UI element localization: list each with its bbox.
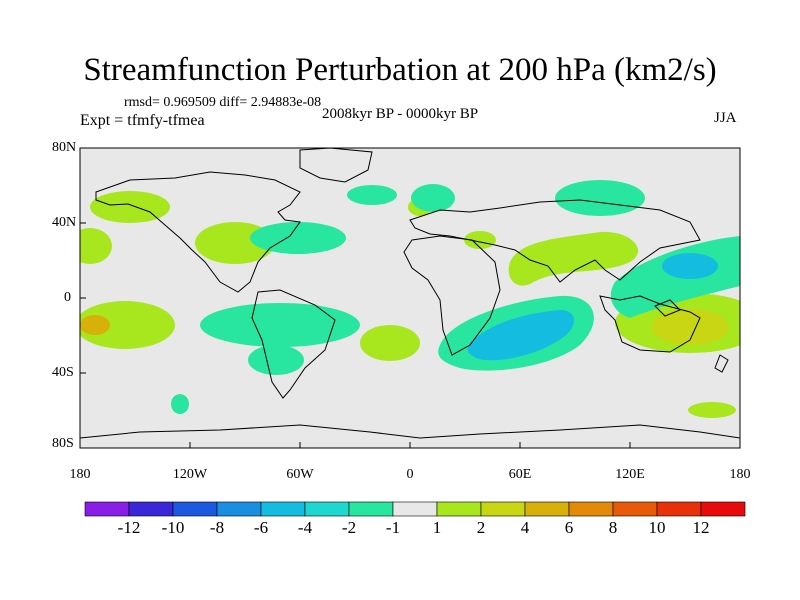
experiment-text: Expt = tfmfy-tfmea — [80, 112, 205, 129]
y-tick-label: 40S — [52, 365, 74, 380]
anomaly-region — [688, 402, 736, 418]
colorbar-label: -2 — [341, 518, 357, 537]
x-tick-label: 60W — [286, 467, 314, 482]
anomaly-region — [652, 309, 728, 345]
x-tick-label: 180 — [729, 467, 751, 482]
y-tick-label: 80N — [52, 140, 77, 155]
anomaly-region — [360, 325, 420, 361]
colorbar-swatch — [128, 501, 174, 517]
colorbar-label: 12 — [692, 518, 710, 537]
chart-title: Streamfunction Perturbation at 200 hPa (… — [83, 52, 717, 88]
anomaly-region — [508, 231, 639, 286]
y-tick-label: 80S — [52, 436, 74, 451]
stats-text: rmsd= 0.969509 diff= 2.94883e-08 — [124, 95, 322, 110]
colorbar-label: 2 — [476, 518, 486, 537]
anomaly-region — [662, 253, 718, 279]
colorbar-swatch — [612, 501, 658, 517]
period-text: 2008kyr BP - 0000kyr BP — [322, 106, 479, 122]
season-text: JJA — [714, 110, 737, 126]
colorbar-swatch — [84, 501, 130, 517]
y-tick-label: 0 — [64, 290, 71, 305]
tick-marks — [80, 147, 631, 449]
colorbar — [84, 501, 746, 517]
anomaly-region — [250, 222, 346, 254]
colorbar-label: -12 — [117, 518, 141, 537]
anomaly-region — [411, 184, 455, 212]
anomaly-region — [467, 310, 575, 361]
x-tick-label: 180 — [69, 467, 91, 482]
coastlines — [80, 148, 740, 439]
x-tick-label: 60E — [508, 467, 532, 482]
anomaly-region — [347, 185, 397, 205]
colorbar-label: -10 — [161, 518, 185, 537]
colorbar-swatch — [700, 501, 746, 517]
colorbar-swatch — [216, 501, 262, 517]
colorbar-swatch — [656, 501, 702, 517]
x-tick-label: 120W — [172, 467, 208, 482]
colorbar-label: -1 — [385, 518, 401, 537]
anomaly-region — [555, 180, 645, 216]
colorbar-label: -4 — [297, 518, 313, 537]
anomaly-region — [171, 394, 189, 414]
colorbar-swatch — [568, 501, 614, 517]
anomaly-region — [80, 315, 110, 335]
colorbar-label: 6 — [564, 518, 574, 537]
anomaly-region — [90, 191, 170, 223]
colorbar-swatch — [436, 501, 482, 517]
colorbar-label: 8 — [608, 518, 618, 537]
colorbar-label: 10 — [648, 518, 666, 537]
anomaly-region — [248, 345, 304, 375]
colorbar-swatch — [260, 501, 306, 517]
anomaly-region — [80, 301, 175, 349]
colorbar-swatch — [392, 501, 438, 517]
colorbar-label: -8 — [209, 518, 225, 537]
anomaly-region — [200, 303, 360, 347]
y-tick-label: 40N — [52, 215, 77, 230]
anomaly-region — [464, 231, 496, 249]
colorbar-swatch — [172, 501, 218, 517]
x-tick-label: 0 — [406, 467, 414, 482]
colorbar-label: 1 — [432, 518, 442, 537]
colorbar-label: -6 — [253, 518, 269, 537]
colorbar-label: 4 — [520, 518, 530, 537]
x-tick-label: 120E — [615, 467, 645, 482]
colorbar-swatch — [304, 501, 350, 517]
colorbar-swatch — [524, 501, 570, 517]
colorbar-swatch — [348, 501, 394, 517]
anomaly-contours — [80, 180, 740, 418]
colorbar-swatch — [480, 501, 526, 517]
anomaly-region — [80, 228, 112, 264]
